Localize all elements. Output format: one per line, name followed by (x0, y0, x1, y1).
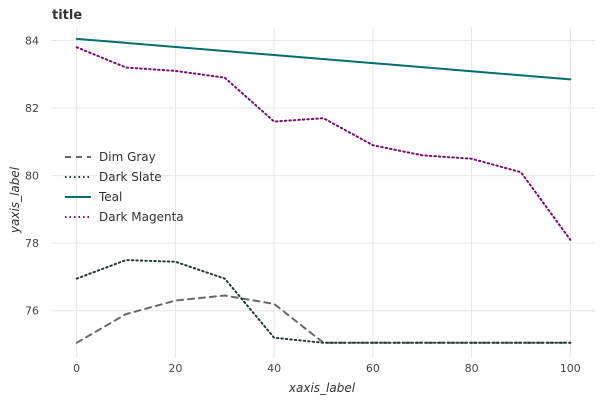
x-axis-title: xaxis_label (288, 381, 356, 395)
x-axis-ticks: 0 20 40 60 80 100 (73, 362, 581, 375)
series-line-dim-gray (75, 294, 572, 344)
y-tick-label: 84 (25, 35, 39, 48)
legend-label: Dim Gray (99, 150, 156, 164)
x-tick-label: 80 (465, 362, 479, 375)
chart-title: title (52, 8, 82, 23)
series-line-dark-slate (75, 259, 572, 344)
x-tick-label: 100 (560, 362, 581, 375)
x-tick-label: 40 (267, 362, 281, 375)
y-axis-title: yaxis_label (8, 166, 22, 234)
legend-label: Dark Slate (99, 170, 162, 184)
grid-lines (52, 27, 595, 358)
y-tick-label: 76 (25, 305, 39, 318)
legend-label: Teal (98, 190, 122, 204)
x-tick-label: 0 (73, 362, 80, 375)
y-axis-ticks: 76 78 80 82 84 (25, 35, 39, 318)
y-tick-label: 80 (25, 170, 39, 183)
x-tick-label: 20 (168, 362, 182, 375)
y-tick-label: 82 (25, 102, 39, 115)
series-line-dark-magenta (75, 46, 572, 241)
series-line-teal (75, 37, 572, 81)
series-layer (75, 37, 572, 344)
legend-label: Dark Magenta (99, 210, 184, 224)
y-tick-label: 78 (25, 237, 39, 250)
x-tick-label: 60 (366, 362, 380, 375)
legend: Dim Gray Dark Slate Teal Dark Magenta (65, 150, 184, 224)
